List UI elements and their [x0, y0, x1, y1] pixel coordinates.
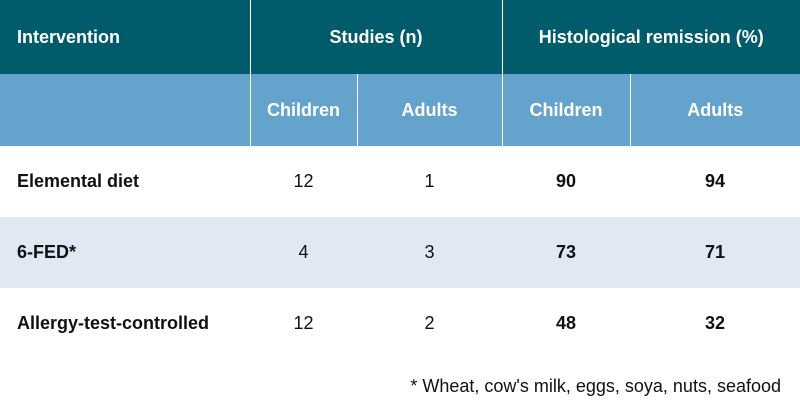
header-sub-empty	[0, 74, 250, 146]
row-studies-children: 4	[250, 217, 357, 288]
row-remission-adults: 94	[704, 171, 726, 191]
header-remission-adults: Adults	[629, 74, 800, 146]
header-remission-children: Children	[501, 74, 630, 146]
table-row: Allergy-test-controlled 12 2 48 32	[0, 288, 800, 359]
header-remission-group: Histological remission (%)	[501, 0, 800, 74]
header-studies-adults: Adults	[356, 74, 502, 146]
header-row-sub: Children Adults Children Adults	[0, 74, 800, 146]
row-remission-children: 48	[555, 313, 577, 333]
row-remission-children: 73	[502, 217, 630, 288]
table-row: Elemental diet 12 1 90 94	[0, 146, 800, 217]
row-studies-adults: 1	[424, 171, 435, 191]
row-intervention: Allergy-test-controlled	[17, 313, 210, 333]
row-studies-children: 12	[293, 313, 314, 333]
header-intervention: Intervention	[0, 0, 250, 74]
row-intervention: 6-FED*	[0, 217, 250, 288]
row-studies-children: 12	[293, 171, 314, 191]
header-studies-children: Children	[249, 74, 357, 146]
remission-table-container: Intervention Studies (n) Histological re…	[0, 0, 800, 359]
table-row: 6-FED* 4 3 73 71	[0, 217, 800, 288]
row-studies-adults: 3	[357, 217, 502, 288]
header-studies-group: Studies (n)	[249, 0, 502, 74]
footnote: * Wheat, cow's milk, eggs, soya, nuts, s…	[410, 376, 781, 396]
row-intervention: Elemental diet	[17, 171, 140, 191]
row-remission-adults: 32	[704, 313, 726, 333]
row-remission-adults: 71	[630, 217, 800, 288]
row-studies-adults: 2	[424, 313, 435, 333]
remission-table: Intervention Studies (n) Histological re…	[0, 0, 800, 359]
header-row-top: Intervention Studies (n) Histological re…	[0, 0, 800, 74]
row-remission-children: 90	[555, 171, 577, 191]
